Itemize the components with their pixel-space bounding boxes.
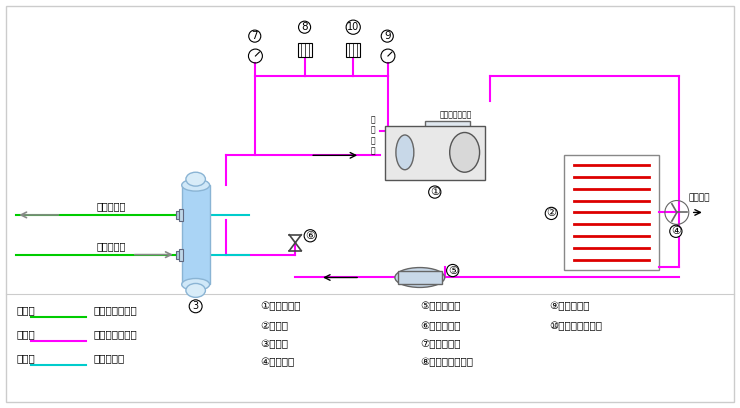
Text: 蓝色线: 蓝色线 [16,353,35,363]
Text: 载冷剂流入: 载冷剂流入 [96,241,125,251]
Text: 9: 9 [384,31,391,41]
Text: 水循环回路: 水循环回路 [93,353,124,363]
Bar [398,271,442,284]
Bar [175,211,182,219]
Text: ⑩高压压力控制器: ⑩高压压力控制器 [549,321,602,331]
Text: 制冷剂循环回路: 制冷剂循环回路 [93,329,137,339]
Text: 3: 3 [192,301,199,311]
Text: 风向流动: 风向流动 [689,193,710,202]
Text: 10: 10 [347,22,360,32]
Text: ①螺杆压缩机: ①螺杆压缩机 [260,301,301,311]
Text: 载冷剂循环回路: 载冷剂循环回路 [93,305,137,315]
Text: ⑥供液膨胀阀: ⑥供液膨胀阀 [420,321,460,331]
Ellipse shape [182,279,209,290]
Ellipse shape [396,135,414,170]
Ellipse shape [186,284,206,297]
Text: 红色线: 红色线 [16,329,35,339]
Text: 7: 7 [252,31,258,41]
Ellipse shape [395,268,445,287]
Bar [298,43,312,57]
Bar [565,155,659,270]
Text: ④冷却风扇: ④冷却风扇 [260,357,295,367]
Bar [425,121,470,165]
Bar [346,43,360,57]
Ellipse shape [182,179,209,191]
Text: ⑧低压压力控制器: ⑧低压压力控制器 [420,357,473,367]
Text: 高压排气液流向: 高压排气液流向 [440,111,472,120]
Text: ①: ① [430,187,440,197]
Text: ④: ④ [671,226,681,236]
Bar [385,126,485,180]
Text: ⑦低压压力表: ⑦低压压力表 [420,339,460,349]
Bar [175,251,182,259]
Text: 绿色线: 绿色线 [16,305,35,315]
Text: ⑤: ⑤ [448,266,458,275]
Bar [179,249,183,261]
Text: 载冷剂出口: 载冷剂出口 [96,201,125,211]
Text: 低
压
吸
气: 低 压 吸 气 [371,115,376,155]
Text: ⑤干燥过滤器: ⑤干燥过滤器 [420,301,460,311]
Ellipse shape [450,133,480,172]
Text: ②: ② [546,208,556,218]
Text: ③蒸发器: ③蒸发器 [260,339,289,349]
Text: 8: 8 [301,22,308,32]
Text: ②冷凝器: ②冷凝器 [260,321,289,331]
Text: ⑥: ⑥ [305,231,315,241]
Bar [182,185,209,284]
Bar [179,209,183,221]
Text: ⑨高压压力表: ⑨高压压力表 [549,301,590,311]
Ellipse shape [186,172,206,186]
